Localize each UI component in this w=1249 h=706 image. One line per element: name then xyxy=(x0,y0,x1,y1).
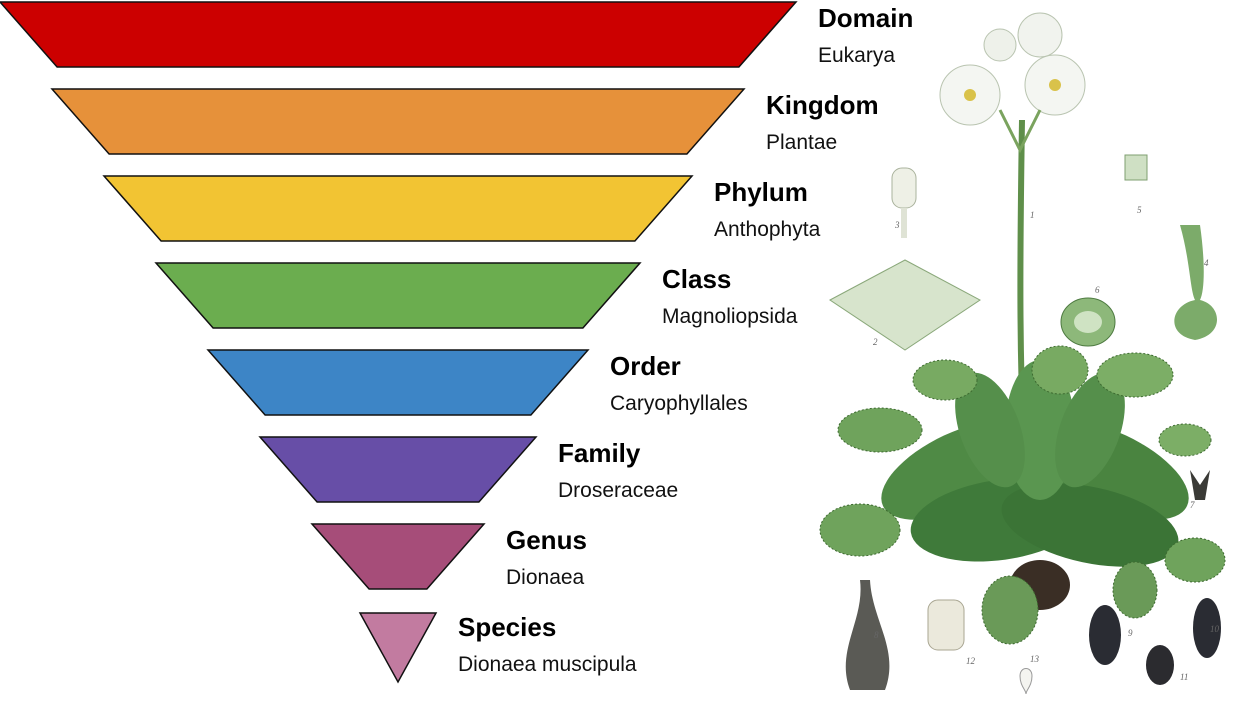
rank-name-family: Family xyxy=(558,438,641,468)
plate-number-4: 4 xyxy=(1204,258,1209,268)
rank-labels: Domain Eukarya Kingdom Plantae Phylum Anthoph… xyxy=(458,3,913,676)
plate-number-2: 2 xyxy=(873,337,878,347)
rank-name-kingdom: Kingdom xyxy=(766,90,879,120)
taxon-name-species: Dionaea muscipula xyxy=(458,653,637,676)
plate-number-10: 10 xyxy=(1210,624,1220,634)
pyramid-band-family xyxy=(258,436,538,503)
plate-number-8: 8 xyxy=(874,630,879,640)
taxon-name-kingdom: Plantae xyxy=(766,131,837,154)
flower-cluster xyxy=(939,12,1086,154)
pyramid-band-domain xyxy=(0,1,798,68)
rank-name-domain: Domain xyxy=(818,3,913,33)
pyramid-band-class xyxy=(154,262,642,329)
taxonomy-pyramid xyxy=(0,1,798,684)
pyramid-band-species xyxy=(358,612,438,684)
taxon-name-genus: Dionaea xyxy=(506,566,585,589)
plate-number-13: 13 xyxy=(1030,654,1040,664)
taxon-name-family: Droseraceae xyxy=(558,479,678,502)
rank-name-species: Species xyxy=(458,612,556,642)
taxon-name-order: Caryophyllales xyxy=(610,392,748,415)
plate-detail-figures xyxy=(829,154,1221,695)
plate-number-1: 1 xyxy=(1030,210,1035,220)
taxon-name-phylum: Anthophyta xyxy=(714,218,821,241)
leaf-rosette xyxy=(881,360,1189,610)
plate-number-9: 9 xyxy=(1128,628,1133,638)
pyramid-band-phylum xyxy=(102,175,694,242)
taxon-name-class: Magnoliopsida xyxy=(662,305,798,328)
pyramid-band-order xyxy=(206,349,590,416)
rank-name-class: Class xyxy=(662,264,731,294)
rank-name-order: Order xyxy=(610,351,681,381)
plate-number-6: 6 xyxy=(1095,285,1100,295)
plate-number-12: 12 xyxy=(966,656,976,666)
plate-number-5: 5 xyxy=(1137,205,1142,215)
rank-name-phylum: Phylum xyxy=(714,177,808,207)
flytrap-traps xyxy=(819,345,1226,645)
pyramid-band-kingdom xyxy=(50,88,746,155)
taxon-name-domain: Eukarya xyxy=(818,44,895,67)
plate-number-11: 11 xyxy=(1180,672,1188,682)
plate-number-7: 7 xyxy=(1190,500,1195,510)
plate-number-3: 3 xyxy=(894,220,900,230)
pyramid-band-genus xyxy=(310,523,486,590)
rank-name-genus: Genus xyxy=(506,525,587,555)
